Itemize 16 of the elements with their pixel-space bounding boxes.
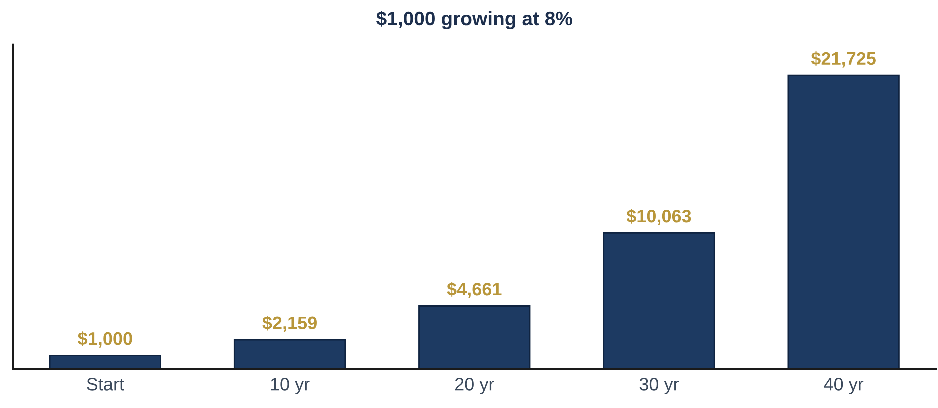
bar: [234, 339, 346, 370]
data-label: $4,661: [447, 282, 502, 298]
x-tick-label: 40 yr: [824, 378, 864, 394]
data-label: $2,159: [262, 316, 317, 332]
x-tick-label: 10 yr: [271, 378, 310, 394]
data-label: $10,063: [626, 209, 692, 226]
data-label: $21,725: [811, 52, 876, 68]
data-label: $1,000: [78, 332, 132, 348]
chart-title: $1,000 growing at 8%: [376, 11, 572, 30]
bar: [49, 355, 162, 370]
bar: [788, 74, 900, 370]
bar: [418, 306, 531, 370]
bar: [603, 232, 716, 370]
x-tick-label: 30 yr: [640, 378, 679, 394]
x-tick-label: Start: [87, 378, 124, 391]
x-tick-label: 20 yr: [455, 378, 494, 394]
